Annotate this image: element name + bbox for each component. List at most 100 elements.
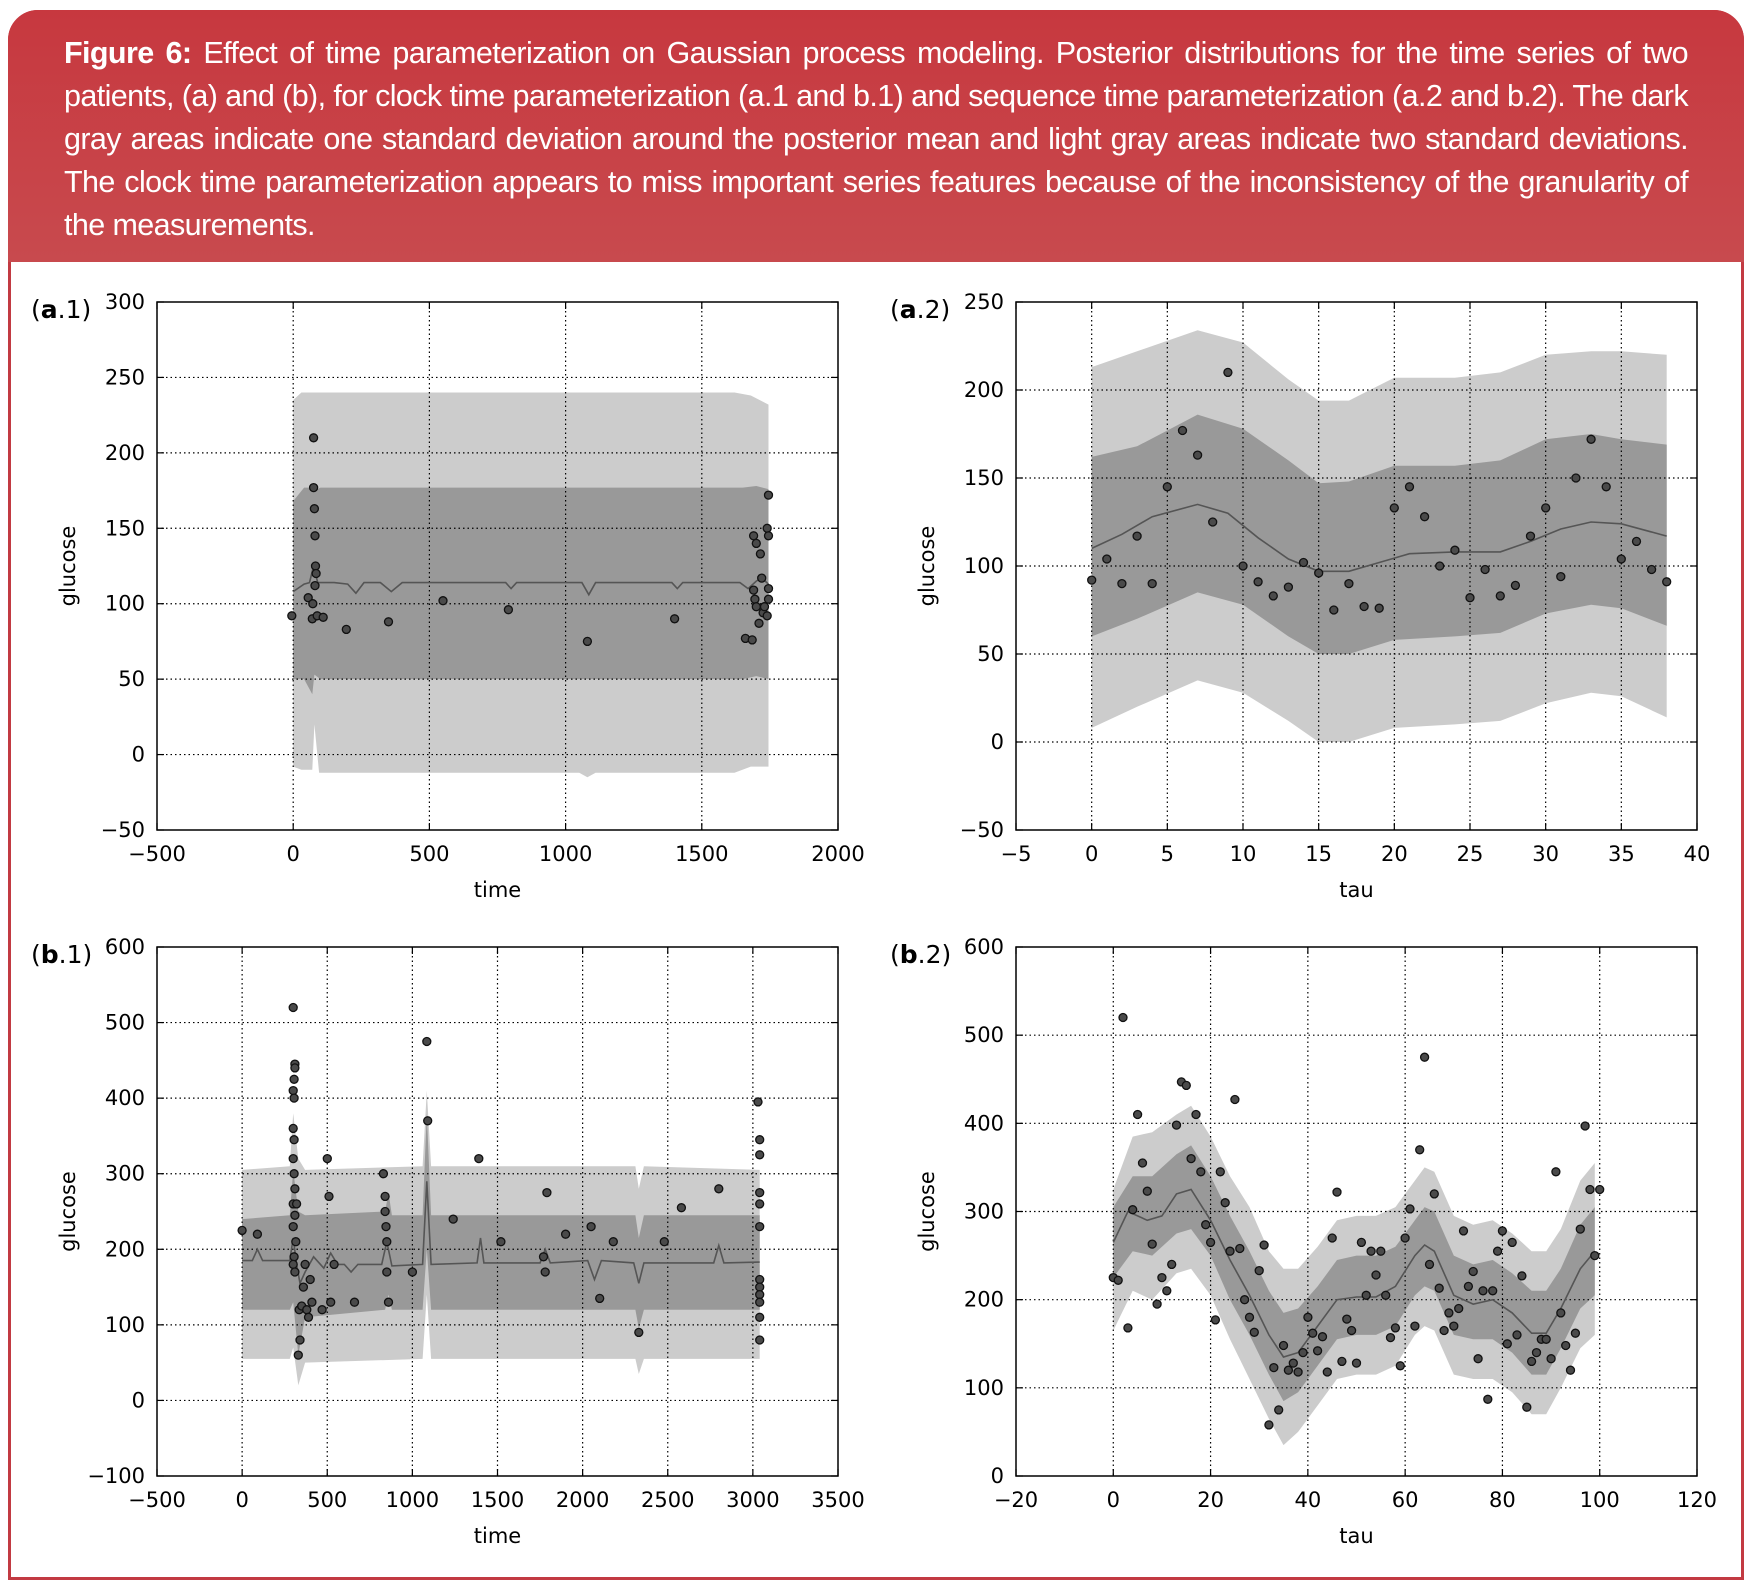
- data-point: [1186, 1153, 1196, 1164]
- data-point: [287, 611, 297, 621]
- data-point: [310, 531, 320, 541]
- data-point: [1585, 1184, 1595, 1195]
- data-point: [438, 596, 448, 606]
- data-point: [755, 1135, 765, 1145]
- data-point: [1157, 1272, 1167, 1283]
- data-point: [755, 1297, 765, 1307]
- y-tick-label: −50: [960, 818, 1004, 842]
- panel-label-letter: b: [900, 940, 918, 969]
- data-point: [1288, 1358, 1298, 1368]
- data-point: [586, 1221, 596, 1232]
- data-point: [1329, 605, 1339, 615]
- data-point: [1522, 1402, 1532, 1412]
- plot-content: [1016, 947, 1697, 1476]
- data-point: [308, 599, 318, 609]
- data-point: [1381, 1290, 1391, 1300]
- x-tick-label: 0: [1107, 1488, 1120, 1512]
- one-std-band: [293, 486, 769, 695]
- data-point: [747, 635, 757, 645]
- x-tick-label: 1000: [386, 1488, 439, 1512]
- data-point: [1389, 503, 1399, 513]
- data-point: [1314, 568, 1324, 578]
- data-point: [1531, 1347, 1542, 1358]
- data-point: [1570, 1328, 1581, 1338]
- data-point: [1298, 1347, 1308, 1358]
- data-point: [659, 1237, 669, 1247]
- data-point: [309, 504, 320, 514]
- plot-content: [1016, 302, 1697, 830]
- data-point: [1142, 1186, 1152, 1196]
- data-point: [1510, 580, 1521, 591]
- posterior-mean-line: [1091, 503, 1667, 573]
- y-tick-label: 200: [105, 441, 145, 465]
- data-point: [1565, 1365, 1576, 1375]
- x-tick-label: 30: [1532, 842, 1559, 866]
- data-point: [1118, 1012, 1128, 1023]
- data-point: [540, 1267, 550, 1277]
- data-point: [1400, 1233, 1410, 1243]
- data-point: [290, 1184, 300, 1194]
- posterior-mean-line: [242, 1181, 760, 1286]
- data-point: [310, 580, 320, 591]
- data-point: [1087, 575, 1097, 585]
- data-point: [1561, 1340, 1571, 1351]
- y-tick-label: 0: [991, 1464, 1004, 1488]
- data-point: [1458, 1226, 1469, 1236]
- data-point: [324, 1191, 334, 1202]
- data-point: [1201, 1220, 1211, 1230]
- data-point: [1361, 1290, 1371, 1300]
- data-point: [669, 614, 680, 624]
- x-tick-label: 100: [1580, 1488, 1620, 1512]
- data-point: [1376, 1246, 1386, 1256]
- data-point: [714, 1184, 724, 1194]
- x-tick-label: 40: [1294, 1488, 1321, 1512]
- plot-content: [157, 302, 838, 830]
- data-point: [252, 1229, 263, 1239]
- y-tick-label: 150: [105, 516, 145, 540]
- data-point: [290, 1210, 300, 1220]
- data-point: [1196, 1167, 1206, 1177]
- data-point: [381, 1221, 391, 1232]
- data-point: [763, 490, 774, 500]
- data-point: [1404, 482, 1415, 492]
- data-point: [1344, 578, 1354, 589]
- y-axis-label: glucose: [915, 526, 939, 607]
- data-point: [1374, 603, 1384, 613]
- data-point: [329, 1259, 339, 1270]
- data-point: [1303, 1312, 1313, 1322]
- y-tick-label: 150: [964, 466, 1004, 490]
- data-point: [322, 1153, 332, 1164]
- data-point: [1192, 450, 1203, 460]
- chart-panel-b2: −20 0 20 40 60 80 100 1200100200300400500600tau…: [890, 935, 1717, 1548]
- data-point: [303, 1312, 314, 1322]
- data-point: [1102, 554, 1112, 564]
- data-point: [1546, 1354, 1556, 1364]
- data-point: [1215, 1167, 1225, 1177]
- x-tick-label: 0: [1085, 842, 1098, 866]
- data-point: [1449, 1321, 1459, 1331]
- data-point: [560, 1229, 571, 1239]
- data-point: [1366, 1246, 1376, 1256]
- data-point: [289, 1093, 299, 1103]
- data-point: [1244, 1312, 1255, 1322]
- data-point: [317, 1305, 327, 1315]
- data-point: [382, 1267, 392, 1277]
- data-point: [1293, 1367, 1303, 1377]
- data-point: [1317, 1332, 1328, 1342]
- data-point: [1268, 591, 1278, 601]
- data-point: [303, 593, 313, 603]
- data-point: [1541, 503, 1551, 513]
- data-point: [1147, 1239, 1157, 1249]
- data-point: [1478, 1286, 1488, 1296]
- data-point: [1308, 1328, 1318, 1338]
- x-tick-label: 0: [235, 1488, 248, 1512]
- data-point: [291, 1237, 301, 1247]
- data-point: [763, 594, 774, 604]
- data-point: [407, 1267, 418, 1277]
- x-tick-label: −500: [128, 842, 186, 866]
- data-point: [1264, 1420, 1274, 1430]
- x-tick-label: 2500: [641, 1488, 694, 1512]
- y-tick-label: 600: [964, 935, 1004, 959]
- data-point: [1424, 1259, 1435, 1270]
- data-point: [1419, 512, 1430, 522]
